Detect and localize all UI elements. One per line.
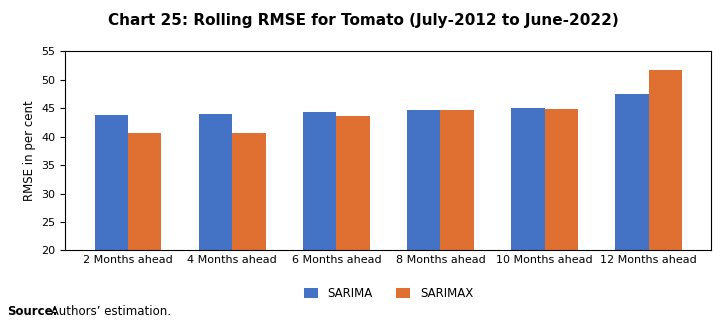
Bar (544, 109, 578, 321)
Bar (649, 70, 682, 321)
Bar (94, 115, 128, 321)
Bar (511, 108, 544, 321)
Bar (303, 112, 336, 321)
Legend: SARIMA, SARIMAX: SARIMA, SARIMAX (303, 287, 473, 300)
Bar (128, 133, 161, 321)
Text: Chart 25: Rolling RMSE for Tomato (July-2012 to June-2022): Chart 25: Rolling RMSE for Tomato (July-… (107, 13, 619, 28)
Bar (616, 94, 649, 321)
Bar (441, 110, 474, 321)
Y-axis label: RMSE in per cent: RMSE in per cent (23, 100, 36, 201)
Text: Source:: Source: (7, 305, 58, 318)
Bar (407, 110, 441, 321)
Bar (336, 116, 370, 321)
Text: Authors’ estimation.: Authors’ estimation. (47, 305, 171, 318)
Bar (199, 115, 232, 321)
Bar (232, 133, 266, 321)
